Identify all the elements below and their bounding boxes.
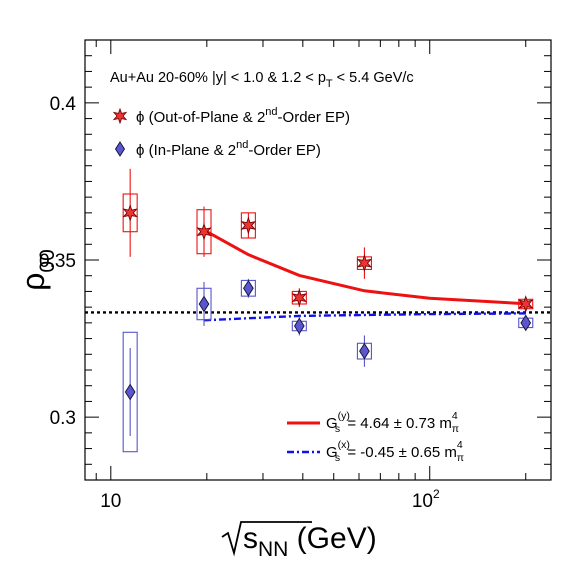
- legend-fit-label-y: G(y) s = 4.64 ± 0.73 m4 π: [326, 410, 459, 435]
- legend: Au+Au 20-60% |y| < 1.0 & 1.2 < pT < 5.4 …: [110, 70, 464, 464]
- star-marker: [240, 216, 257, 235]
- diamond-marker: [198, 295, 210, 313]
- legend-star-icon: [112, 107, 128, 125]
- y-tick-label: 0.4: [50, 94, 77, 115]
- legend-diamond-icon: [114, 141, 126, 157]
- x-tick-label: 102: [412, 487, 440, 512]
- diamond-marker: [520, 314, 532, 332]
- y-tick-label: 0.35: [39, 251, 76, 272]
- star-marker: [196, 222, 212, 241]
- diamond-marker: [359, 342, 370, 360]
- y-axis-title: ρ00: [15, 249, 59, 291]
- star-marker: [518, 295, 534, 313]
- axis-ticks: [85, 39, 551, 481]
- star-marker: [122, 203, 138, 222]
- plot-frame: [84, 39, 552, 481]
- x-axis-title: sNN (GeV): [221, 521, 377, 561]
- statistical-error-bars: [129, 168, 527, 436]
- diamond-marker: [293, 317, 305, 335]
- y-tick-label: 0.3: [50, 408, 76, 429]
- x-tick-label: 10: [100, 491, 121, 512]
- legend-fit-label-x: G(x) s = -0.45 ± 0.65 m4 π: [326, 439, 464, 464]
- diamond-marker: [243, 279, 254, 297]
- star-marker: [291, 288, 308, 307]
- fit-curve-out-of-plane: [203, 228, 526, 306]
- axis-labels: 0.3 0.35 0.4 10 102 ρ00 sNN (GeV): [15, 94, 440, 561]
- systematic-error-boxes: [122, 193, 534, 453]
- x-axis-title-text: sNN (GeV): [243, 522, 377, 561]
- legend-label-in-plane: ϕ (In-Plane & 2nd-Order EP): [136, 139, 321, 159]
- sqrt-symbol: [221, 521, 312, 557]
- fit-curves: [203, 228, 526, 322]
- diamond-marker: [124, 383, 136, 401]
- legend-label-out-of-plane: ϕ (Out-of-Plane & 2nd-Order EP): [136, 106, 350, 126]
- fit-curve-in-plane: [203, 312, 526, 322]
- annotation-text: Au+Au 20-60% |y| < 1.0 & 1.2 < pT < 5.4 …: [110, 70, 414, 90]
- data-markers: [122, 203, 534, 401]
- sys-box-in-plane: [122, 331, 138, 453]
- star-marker: [356, 254, 373, 273]
